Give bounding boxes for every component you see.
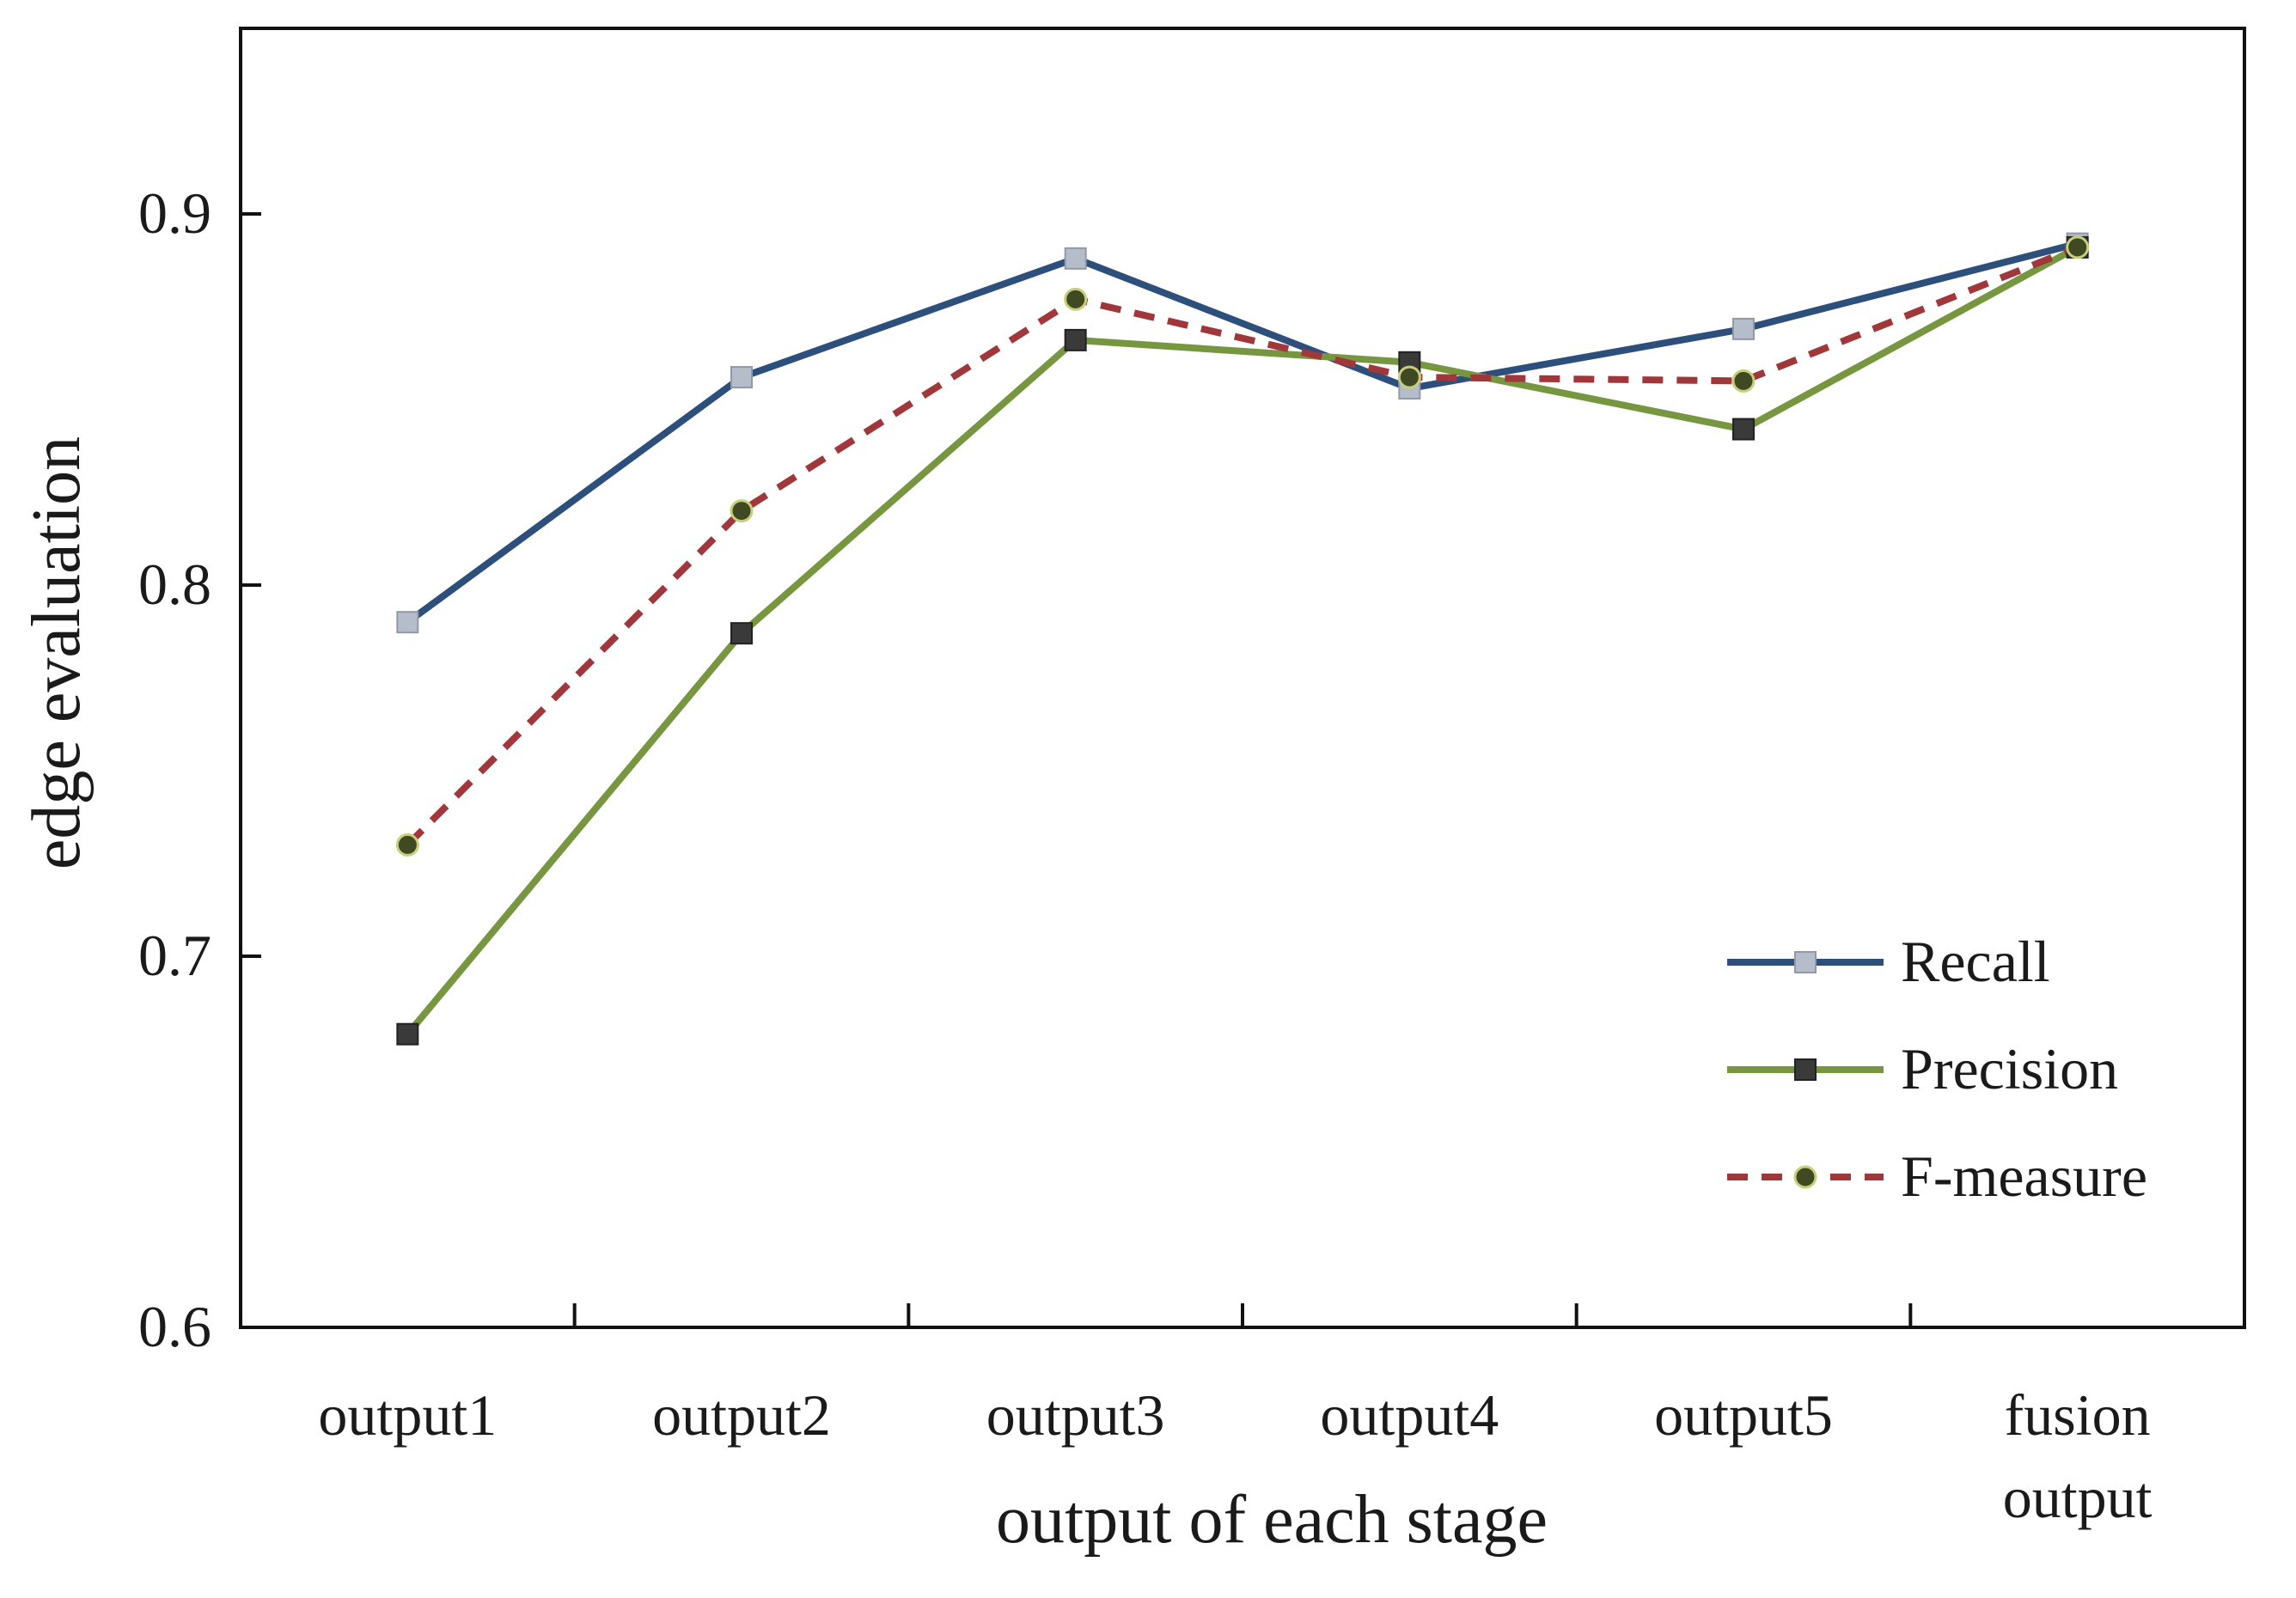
y-tick-labels: 0.6 0.7 0.8 0.9 bbox=[138, 180, 211, 1359]
precision-point bbox=[1064, 328, 1087, 351]
series-lines bbox=[405, 240, 2079, 1037]
recall-point bbox=[730, 366, 753, 389]
legend-label: Recall bbox=[1901, 929, 2050, 994]
x-category-label-line: fusion bbox=[2005, 1382, 2151, 1448]
x-category-label: output1 bbox=[318, 1382, 497, 1448]
f-measure-point bbox=[730, 499, 754, 523]
legend-swatch-marker bbox=[1794, 1058, 1817, 1081]
legend-swatch-marker bbox=[1794, 951, 1817, 973]
legend-label: Precision bbox=[1901, 1036, 2118, 1101]
recall-point bbox=[396, 611, 419, 634]
f-measure-point bbox=[2066, 235, 2090, 259]
y-tick-label: 0.6 bbox=[138, 1294, 211, 1359]
x-category-label-line: output1 bbox=[318, 1382, 497, 1448]
f-measure-point bbox=[395, 833, 419, 857]
recall-point bbox=[1064, 247, 1087, 270]
x-category-label: fusion output bbox=[2003, 1382, 2152, 1530]
legend-item-precision: Precision bbox=[1727, 1036, 2118, 1101]
x-category-label-line: output2 bbox=[652, 1382, 831, 1448]
y-tick-label: 0.7 bbox=[138, 923, 211, 988]
x-category-labels: output1 output2 output3 output4 output5 fusio… bbox=[318, 1382, 2152, 1530]
precision-line bbox=[405, 244, 2079, 1037]
legend-label: F-measure bbox=[1901, 1144, 2147, 1209]
x-category-label: output5 bbox=[1654, 1382, 1833, 1448]
precision-point bbox=[396, 1022, 419, 1046]
f-measure-point bbox=[1064, 287, 1088, 311]
precision-point bbox=[730, 622, 753, 645]
f-measure-line bbox=[405, 244, 2079, 848]
recall-line bbox=[405, 240, 2079, 625]
axis-ticks bbox=[241, 212, 1913, 1329]
f-measure-point bbox=[1397, 365, 1421, 389]
legend-item-f-measure: F-measure bbox=[1727, 1144, 2147, 1209]
x-category-label: output2 bbox=[652, 1382, 831, 1448]
legend-item-recall: Recall bbox=[1727, 929, 2050, 994]
y-tick-label: 0.8 bbox=[138, 552, 211, 617]
x-axis-title: output of each stage bbox=[996, 1482, 1548, 1558]
recall-point bbox=[1732, 317, 1755, 340]
x-category-label-line: output5 bbox=[1654, 1382, 1833, 1448]
precision-point bbox=[1732, 418, 1755, 441]
legend-swatch-marker bbox=[1793, 1165, 1817, 1189]
x-category-label-line: output3 bbox=[986, 1382, 1165, 1448]
legend: Recall Precision F-measure bbox=[1727, 929, 2147, 1209]
x-category-label: output3 bbox=[986, 1382, 1165, 1448]
y-tick-label: 0.9 bbox=[138, 180, 211, 246]
f-measure-point bbox=[1731, 369, 1756, 393]
x-category-label: output4 bbox=[1320, 1382, 1499, 1448]
y-axis-title: edge evaluation bbox=[19, 436, 95, 869]
x-category-label-line: output bbox=[2003, 1465, 2152, 1530]
plot-area-frame bbox=[239, 27, 2246, 1329]
x-category-label-line: output4 bbox=[1320, 1382, 1499, 1448]
series-markers bbox=[395, 232, 2090, 1046]
